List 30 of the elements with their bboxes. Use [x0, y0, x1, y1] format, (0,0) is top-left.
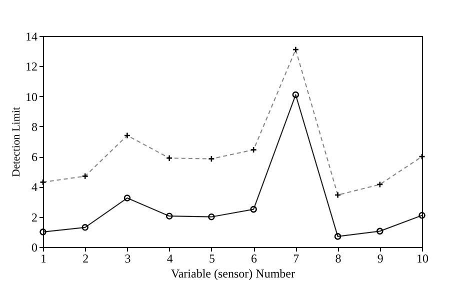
- y-tick-label: 6: [32, 150, 38, 164]
- x-tick-label: 2: [82, 252, 89, 266]
- point: [376, 228, 384, 235]
- y-tick-label: 10: [26, 90, 38, 104]
- x-tick-label: 6: [251, 252, 258, 266]
- y-axis-title: Detection Limit: [10, 107, 22, 177]
- y-tick-label: 14: [26, 30, 38, 44]
- point: [166, 212, 173, 220]
- x-tick-label: 9: [377, 252, 384, 266]
- x-tick-label: 3: [124, 252, 131, 266]
- y-tick-label: 8: [32, 120, 38, 134]
- x-tick-label: 8: [335, 252, 342, 266]
- x-axis-title: Variable (sensor) Number: [171, 266, 295, 280]
- point: [208, 213, 215, 220]
- y-tick-label: 4: [32, 180, 38, 194]
- point: [334, 233, 342, 240]
- x-tick-label: 1: [40, 252, 46, 266]
- y-tick-label: 0: [32, 240, 38, 254]
- point: [82, 224, 88, 231]
- point: [418, 212, 426, 219]
- point: [124, 194, 131, 202]
- y-tick-label: 2: [32, 210, 38, 224]
- x-tick-label: 5: [208, 252, 215, 266]
- x-tick-label: 4: [166, 252, 173, 266]
- point: [40, 228, 46, 236]
- x-tick-label: 10: [416, 252, 428, 266]
- point: [250, 206, 257, 213]
- y-tick-label: 12: [26, 60, 38, 74]
- x-tick-label: 7: [293, 252, 300, 266]
- point: [292, 91, 300, 98]
